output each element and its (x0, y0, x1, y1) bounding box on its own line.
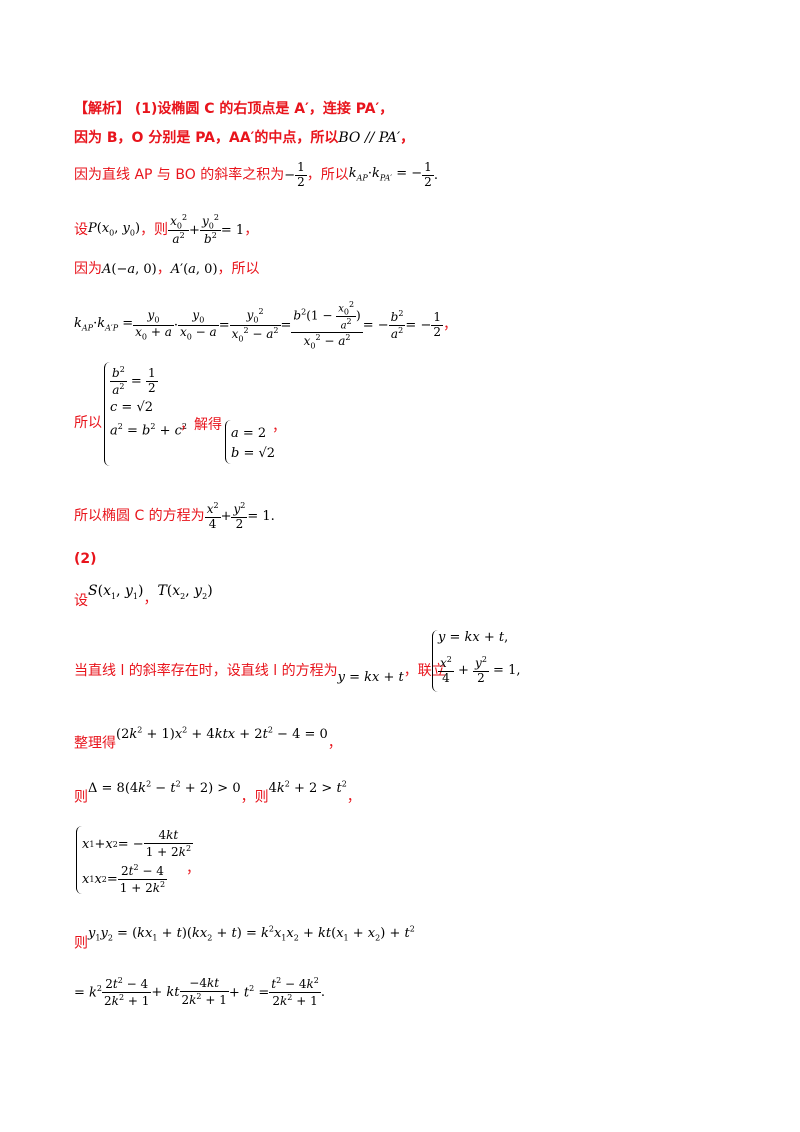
system-brace-2 (225, 420, 231, 464)
system-3: y = kx + t, x2 4 + y2 2 = 1, (438, 630, 521, 685)
line-2: 因为 B，O 分别是 PA，AA′的中点，所以BO // PA′， (74, 131, 414, 145)
line-2-text: 因为 B，O 分别是 PA，AA′的中点，所以 (74, 130, 339, 146)
line-8: 所以椭圆 C 的方程为 x2 4 + y2 2 = 1 . (74, 500, 275, 531)
line-4-end: ， (244, 222, 259, 238)
line-14-text: 则 (74, 935, 88, 952)
line-3-mid: ，所以 (306, 167, 349, 183)
line-3-end: . (433, 167, 438, 183)
line-7-label: 所以 (74, 416, 102, 430)
line-12-text: 则 (74, 789, 88, 806)
line-5: 因为A(−a, 0)，A′(a, 0)，所以 (74, 261, 260, 277)
line-15: = k2 2t2 − 4 2k2 + 1 + kt −4kt 2k2 + 1 + t… (74, 975, 325, 1008)
system-brace-4 (76, 826, 82, 894)
line-5-text: 因为 (74, 261, 102, 277)
system-brace-3 (432, 630, 438, 692)
part-2-label: (2) (74, 552, 97, 566)
line-10-text: 当直线 l 的斜率存在时，设直线 l 的方程为 (74, 663, 338, 679)
line-5-end: ，所以 (217, 261, 260, 277)
line-2-end: ， (400, 130, 415, 146)
line-12-end: ， (346, 789, 361, 806)
line-9-text: 设 (74, 593, 88, 609)
line-1-text: (1)设椭圆 C 的右顶点是 A′，连接 PA′， (130, 101, 394, 117)
parallel-expression: BO // PA′ (338, 130, 401, 146)
line-10: 当直线 l 的斜率存在时，设直线 l 的方程为y = kx + t，联立 (74, 663, 446, 685)
line-7-mid: ，解得 (180, 417, 222, 433)
solution-heading-line: 【解析】 (1)设椭圆 C 的右顶点是 A′，连接 PA′， (74, 102, 393, 116)
line-4-text: 设 (74, 222, 88, 238)
line-4-mid: ，则 (140, 222, 169, 238)
line-13-end: ， (186, 861, 200, 877)
line-8-text: 所以椭圆 C 的方程为 (74, 508, 205, 524)
line-4: 设 P(x0, y0) ，则 x02 a2 + y02 b2 = 1 ， (74, 212, 259, 247)
system-2: a = 2 b = √2 (231, 426, 276, 461)
line-3-text: 因为直线 AP 与 BO 的斜率之积为 (74, 167, 285, 183)
line-11-end: ， (327, 735, 342, 752)
system-brace-1 (104, 362, 111, 466)
line-3: 因为直线 AP 与 BO 的斜率之积为 −1 2 ，所以 kAP·kPA′ = −… (74, 159, 438, 189)
line-12: 则Δ = 8(4k2 − t2 + 2) > 0，则4k2 + 2 > t2， (74, 780, 361, 806)
line-9: 设S(x1, y1)，T(x2, y2) (74, 583, 213, 609)
analysis-tag: 【解析】 (74, 101, 130, 117)
line-12-mid: ，则 (240, 789, 269, 806)
line-11-text: 整理得 (74, 735, 116, 752)
line-7-text: 所以 (74, 415, 102, 431)
line-11: 整理得(2k2 + 1)x2 + 4ktx + 2t2 − 4 = 0， (74, 726, 342, 752)
line-7-mid-wrap: ，解得 (180, 418, 222, 432)
line-13-end-wrap: ， (186, 862, 200, 876)
part-2-label-text: (2) (74, 551, 97, 567)
line-14: 则y1y2 = (kx1 + t)(kx2 + t) = k2x1x2 + kt… (74, 925, 415, 952)
line-8-end: . (270, 508, 275, 524)
line-10-mid: ，联立 (403, 663, 446, 679)
line-7-end: ， (272, 419, 286, 435)
line-7-end-wrap: ， (272, 420, 286, 434)
slope-product-equation: kAP·kA′P = y0 x0 + a · y0 x0 − a = y02 x02 … (74, 299, 457, 351)
